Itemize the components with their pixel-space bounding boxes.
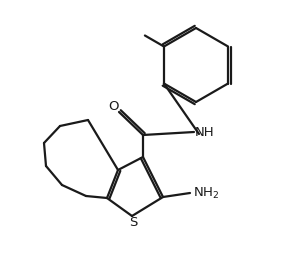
Text: NH$_2$: NH$_2$ bbox=[193, 185, 219, 200]
Text: NH: NH bbox=[195, 125, 215, 138]
Text: S: S bbox=[129, 217, 137, 230]
Text: O: O bbox=[108, 100, 118, 113]
